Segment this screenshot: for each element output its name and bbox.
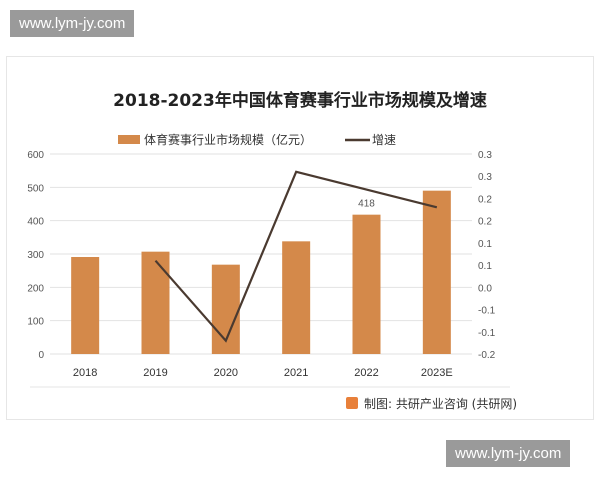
bar-2018 [71,257,100,354]
category-label: 2021 [284,367,308,379]
left-tick-label: 300 [27,250,44,261]
category-label: 2023E [421,367,453,379]
right-tick-label: 0.2 [478,217,492,228]
source-logo [346,397,358,409]
bar-2019 [141,251,170,354]
right-tick-label: 0.1 [478,239,492,250]
bar-2021 [282,241,311,354]
legend-label-line: 增速 [372,133,396,147]
left-tick-label: 400 [27,217,44,228]
bar-2023E [422,190,451,354]
category-label: 2020 [214,367,238,379]
right-tick-label: -0.2 [478,350,496,361]
category-label: 2022 [354,367,378,379]
source-text: 制图: 共研产业咨询 (共研网) [364,396,517,411]
left-tick-label: 100 [27,317,44,328]
right-tick-label: 0.2 [478,194,492,205]
right-tick-label: -0.1 [478,328,496,339]
bar-2022 [352,214,381,354]
left-tick-label: 500 [27,183,44,194]
left-tick-label: 200 [27,283,44,294]
chart-title: 2018-2023年中国体育赛事行业市场规模及增速 [113,91,487,111]
right-tick-label: 0.3 [478,172,492,183]
watermark-top: www.lym-jy.com [10,10,135,37]
right-tick-label: 0.1 [478,261,492,272]
left-tick-label: 0 [38,350,44,361]
left-tick-label: 600 [27,150,44,161]
right-tick-label: 0.3 [478,150,492,161]
right-tick-label: -0.1 [478,306,496,317]
category-label: 2018 [73,367,97,379]
data-label: 418 [358,199,375,210]
chart-frame [6,56,594,420]
legend-swatch-bar [118,135,140,144]
right-tick-label: 0.0 [478,283,492,294]
category-label: 2019 [143,367,167,379]
watermark-bottom: www.lym-jy.com [446,440,571,467]
legend-label-bar: 体育赛事行业市场规模（亿元） [144,132,312,147]
